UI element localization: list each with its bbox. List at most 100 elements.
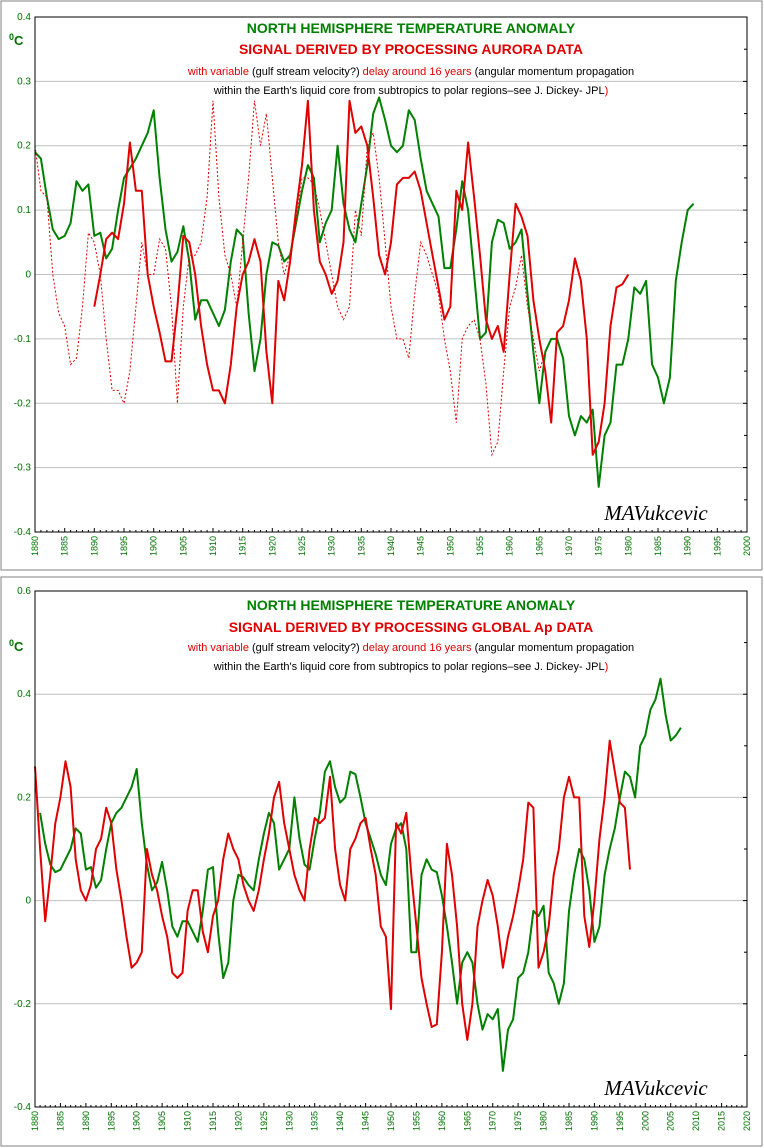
x-tick-label: 1890 [81,1111,91,1131]
chart-aurora: -0.4-0.3-0.2-0.100.10.20.30.4 1880 1885 18… [0,0,763,571]
x-tick-label: 1895 [106,1111,116,1131]
note-segment: (gulf stream velocity?) [252,66,360,78]
x-tick-label: 1950 [445,536,455,556]
y-tick-label: -0.4 [14,527,32,538]
x-tick-label: 1925 [259,1111,269,1131]
x-tick-label: 1900 [149,536,159,556]
x-tick-label: 2000 [742,536,752,556]
x-tick-label: 2020 [742,1111,752,1131]
x-tick-label: 1910 [208,536,218,556]
title-line-1: NORTH HEMISPHERE TEMPERATURE ANOMALY [247,20,576,36]
x-axis: 1880 1885 1890 1895 1900 1905 1910 1915 1920 1925… [30,528,752,556]
x-tick-label: 2015 [717,1111,727,1131]
y-tick-label: 0.1 [17,205,31,216]
x-tick-label: 1980 [539,1111,549,1131]
note-line-1: with variable (gulf stream velocity?) de… [187,642,634,654]
note-segment: with variable [187,642,252,654]
unit-degree: 0 [9,638,14,648]
y-axis: -0.4 -0.3 -0.2 -0.1 0 0.1 0.2 0.3 0.4 [14,12,747,538]
x-tick-label: 1985 [564,1111,574,1131]
y-axis: -0.4 -0.2 0 0.2 0.4 0.6 [14,586,747,1113]
x-tick-label: 1900 [132,1111,142,1131]
x-tick-label: 1990 [589,1111,599,1131]
x-tick-label: 1965 [534,536,544,556]
x-tick-label: 1965 [462,1111,472,1131]
x-tick-label: 1940 [335,1111,345,1131]
note-segment: delay around 16 years [360,66,475,78]
y-tick-label: -0.1 [14,334,32,345]
x-tick-label: 1905 [178,536,188,556]
x-tick-label: 1975 [594,536,604,556]
note-segment: (angular momentum propagation [475,66,635,78]
x-tick-label: 1990 [683,536,693,556]
title-line-2: SIGNAL DERIVED BY PROCESSING GLOBAL Ap D… [229,619,594,635]
x-tick-label: 1885 [55,1111,65,1131]
series-line-red-dotted [34,100,546,457]
note-segment: (gulf stream velocity?) [252,642,360,654]
x-tick-label: 1930 [284,1111,294,1131]
y-tick-label: 0 [25,896,31,907]
x-tick-label: 1950 [386,1111,396,1131]
x-tick-label: 1955 [475,536,485,556]
chart-frame [0,0,763,571]
y-tick-label: -0.3 [14,463,32,474]
note-line-2: within the Earth's liquid core from subt… [213,85,609,97]
x-tick-label: 1935 [310,1111,320,1131]
x-tick-label: 1945 [361,1111,371,1131]
y-tick-label: 0.3 [17,76,31,87]
x-tick-label: 1925 [297,536,307,556]
x-tick-label: 1895 [119,536,129,556]
x-tick-label: 1880 [30,536,40,556]
series-line-red-solid [93,99,630,456]
x-tick-label: 1935 [356,536,366,556]
unit-letter: C [14,33,24,48]
x-tick-label: 1995 [615,1111,625,1131]
unit-letter: C [14,639,24,654]
series-layer [34,677,682,1072]
unit-label: 0C [9,32,24,48]
note-segment: within the Earth's liquid core from subt… [213,85,605,97]
note-segment: (angular momentum propagation [475,642,635,654]
x-tick-label: 1905 [157,1111,167,1131]
x-tick-label: 2005 [666,1111,676,1131]
x-tick-label: 1960 [437,1111,447,1131]
x-tick-label: 1960 [505,536,515,556]
x-tick-label: 1955 [411,1111,421,1131]
note-line-1: with variable (gulf stream velocity?) de… [187,66,634,78]
x-tick-label: 1910 [183,1111,193,1131]
note-line-2: within the Earth's liquid core from subt… [213,661,609,673]
y-tick-label: -0.2 [14,398,32,409]
chart-ap: -0.4-0.200.20.40.6 1880 1885 1890 1895 1900 1… [0,576,763,1147]
note-segment: within the Earth's liquid core from subt… [213,661,605,673]
series-layer [34,96,695,488]
y-tick-label: 0.2 [17,141,31,152]
y-tick-label: 0 [25,270,31,281]
signature: MAVukcevic [603,501,708,525]
x-tick-label: 1920 [233,1111,243,1131]
note-segment: ) [605,661,609,673]
y-tick-label: 0.6 [17,586,31,597]
x-tick-label: 1880 [30,1111,40,1131]
y-tick-label: -0.2 [14,999,32,1010]
x-tick-label: 1930 [327,536,337,556]
x-tick-label: 1970 [488,1111,498,1131]
x-axis: 1880 1885 1890 1895 1900 1905 1910 1915 1920 1925… [30,1103,752,1131]
y-tick-label: 0.4 [17,689,31,700]
title-line-2: SIGNAL DERIVED BY PROCESSING AURORA DATA [239,41,583,57]
unit-degree: 0 [9,32,14,42]
y-tick-label: 0.4 [17,12,31,23]
note-segment: delay around 16 years [360,642,475,654]
x-tick-label: 1890 [89,536,99,556]
y-tick-label: -0.4 [14,1102,32,1113]
y-tick-label: 0.2 [17,792,31,803]
x-tick-label: 2010 [691,1111,701,1131]
x-tick-label: 1915 [208,1111,218,1131]
note-segment: with variable [187,66,252,78]
unit-label: 0C [9,638,24,654]
note-segment: ) [605,85,609,97]
x-tick-label: 1995 [712,536,722,556]
x-tick-label: 1985 [653,536,663,556]
x-tick-label: 1940 [386,536,396,556]
